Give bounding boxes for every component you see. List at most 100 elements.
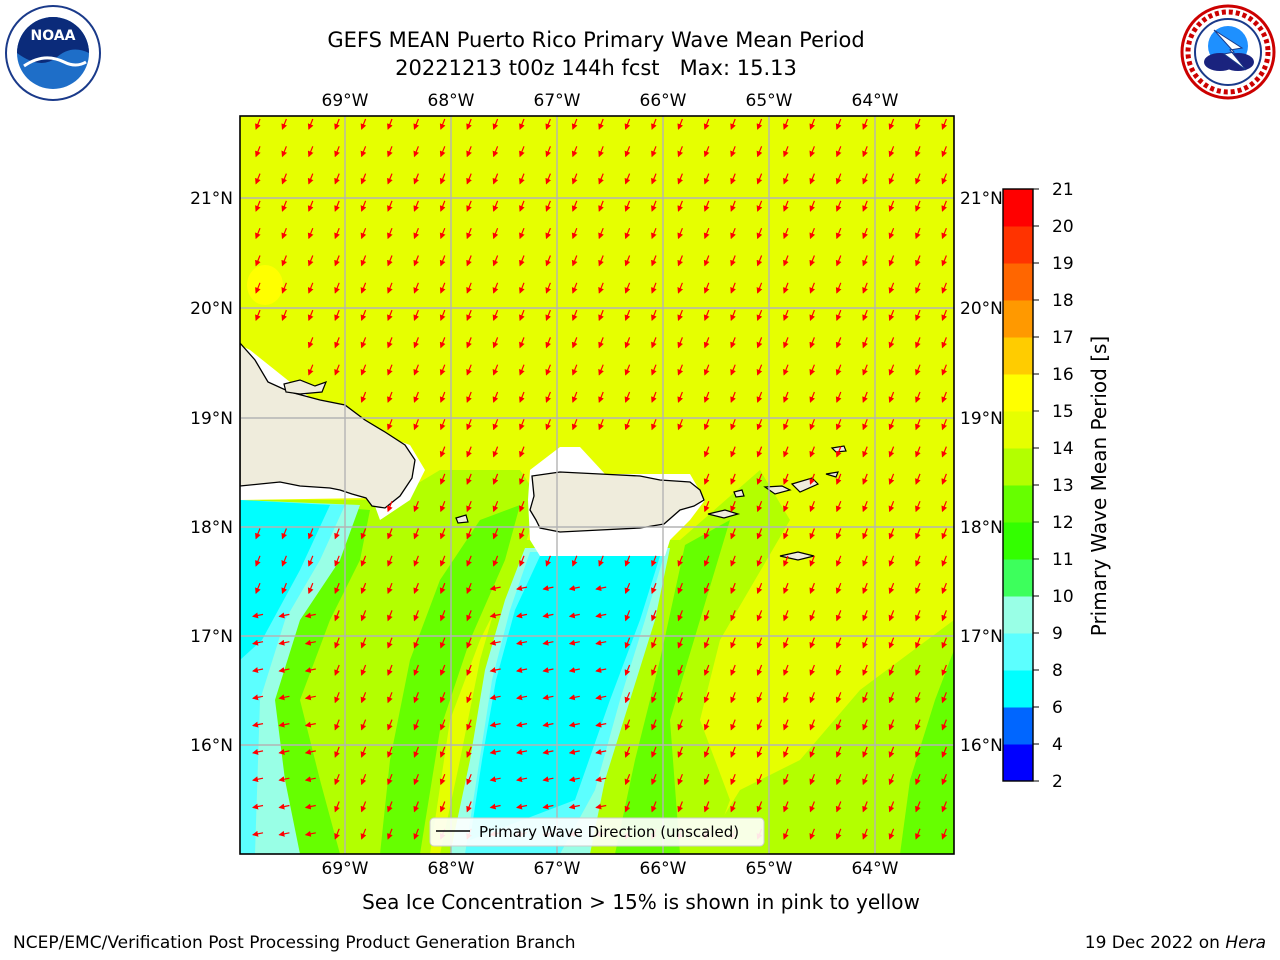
wave-direction-arrow — [756, 637, 763, 649]
wave-direction-arrow — [278, 803, 290, 810]
wave-direction-arrow — [545, 364, 552, 376]
wave-direction-arrow — [489, 721, 501, 728]
colorbar-swatch — [1003, 189, 1033, 227]
wave-direction-arrow — [941, 419, 948, 431]
wave-direction-arrow — [862, 773, 868, 786]
period-field-12s-east — [615, 520, 730, 854]
wave-direction-arrow — [809, 473, 816, 485]
lat-label-right: 19°N — [960, 409, 1003, 429]
wave-direction-arrow — [756, 364, 763, 376]
lon-label-bottom: 65°W — [746, 859, 793, 879]
wave-direction-arrow — [862, 146, 868, 158]
wave-direction-arrow — [466, 146, 472, 158]
wave-direction-arrow — [888, 173, 895, 185]
colorbar-swatch — [1003, 707, 1033, 745]
wave-direction-arrow — [568, 612, 580, 619]
wave-direction-arrow — [651, 773, 657, 786]
wave-direction-arrow — [941, 637, 948, 649]
wave-direction-arrow — [492, 528, 499, 540]
colorbar: 2 4 6 8 9 10 11 12 13 14 15 16 17 18 19 20 21 — [1002, 180, 1074, 792]
wave-direction-arrow — [545, 337, 552, 349]
wave-direction-arrow — [809, 773, 816, 786]
wave-direction-arrow — [568, 585, 580, 592]
wave-direction-arrow — [888, 801, 895, 813]
wave-direction-arrow — [252, 721, 264, 728]
wave-direction-arrow — [278, 639, 290, 646]
wave-direction-arrow — [862, 610, 868, 622]
wave-direction-arrow — [492, 282, 499, 294]
wave-direction-arrow — [568, 694, 580, 701]
wave-direction-arrow — [595, 721, 607, 728]
wave-direction-arrow — [307, 582, 314, 595]
wave-direction-arrow — [862, 419, 868, 431]
wave-direction-arrow — [439, 582, 446, 595]
wave-direction-arrow — [651, 173, 657, 185]
wave-direction-arrow — [439, 555, 446, 567]
wave-direction-arrow — [360, 555, 367, 567]
wave-direction-arrow — [835, 118, 842, 130]
wave-direction-arrow — [307, 118, 314, 130]
wave-direction-arrow — [624, 419, 631, 431]
wave-direction-arrow — [624, 746, 631, 758]
wave-direction-arrow — [915, 637, 921, 649]
wave-direction-arrow — [835, 692, 842, 704]
wave-direction-arrow — [888, 146, 895, 158]
wave-direction-arrow — [413, 227, 420, 240]
wave-direction-arrow — [915, 391, 921, 403]
wave-direction-arrow — [730, 337, 736, 349]
wave-direction-arrow — [809, 692, 816, 704]
wave-direction-arrow — [568, 639, 580, 646]
colorbar-tick-label: 4 — [1052, 735, 1063, 755]
wave-direction-arrow — [915, 118, 921, 130]
wave-direction-arrow — [252, 639, 264, 646]
wave-direction-arrow — [651, 801, 657, 813]
wave-direction-arrow — [571, 146, 578, 158]
wave-direction-arrow — [941, 664, 948, 676]
wave-direction-arrow — [941, 309, 948, 322]
wave-direction-arrow — [413, 391, 420, 403]
wave-direction-arrow — [360, 118, 367, 130]
wave-direction-arrow — [730, 528, 736, 540]
wave-direction-arrow — [888, 337, 895, 349]
mona-island — [455, 514, 469, 524]
wave-direction-arrow — [941, 118, 948, 130]
wave-direction-arrow — [492, 309, 499, 322]
wave-direction-arrow — [624, 637, 631, 649]
colorbar-swatch — [1003, 522, 1033, 560]
wave-direction-arrow — [941, 200, 948, 212]
wave-direction-arrow — [304, 803, 316, 810]
wave-direction-arrow — [756, 419, 763, 431]
wave-direction-arrow — [334, 610, 340, 622]
wave-direction-arrow — [360, 200, 367, 212]
wave-direction-arrow — [542, 803, 554, 810]
wave-direction-arrow — [542, 776, 554, 783]
wave-direction-arrow — [783, 473, 789, 485]
wave-direction-arrow — [545, 200, 552, 212]
wave-direction-arrow — [651, 664, 657, 676]
wave-direction-arrow — [466, 692, 472, 704]
wave-direction-arrow — [783, 664, 789, 676]
wave-direction-arrow — [519, 555, 525, 567]
wave-direction-arrow — [651, 637, 657, 649]
wave-direction-arrow — [492, 200, 499, 212]
wave-direction-arrow — [255, 200, 261, 212]
wave-direction-arrow — [568, 803, 580, 810]
wave-direction-arrow — [334, 364, 340, 376]
wave-direction-arrow — [703, 364, 710, 376]
wave-direction-arrow — [862, 828, 868, 840]
wave-direction-arrow — [677, 227, 684, 240]
wave-direction-arrow — [941, 692, 948, 704]
wave-direction-arrow — [252, 667, 264, 673]
wave-direction-arrow — [651, 719, 657, 731]
wave-direction-arrow — [387, 528, 393, 540]
map-frame — [239, 115, 955, 855]
lon-label-bottom: 69°W — [322, 859, 369, 879]
wave-direction-arrow — [835, 146, 842, 158]
wave-direction-arrow — [334, 801, 340, 813]
period-field-6s-central — [470, 556, 660, 840]
wave-direction-arrow — [888, 391, 895, 403]
wave-direction-arrow — [756, 337, 763, 349]
wave-direction-arrow — [466, 309, 472, 322]
wave-direction-arrow — [835, 391, 842, 403]
wave-direction-arrow — [756, 391, 763, 403]
